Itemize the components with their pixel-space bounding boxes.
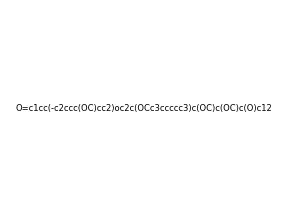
Text: O=c1cc(-c2ccc(OC)cc2)oc2c(OCc3ccccc3)c(OC)c(OC)c(O)c12: O=c1cc(-c2ccc(OC)cc2)oc2c(OCc3ccccc3)c(O…: [16, 104, 272, 113]
